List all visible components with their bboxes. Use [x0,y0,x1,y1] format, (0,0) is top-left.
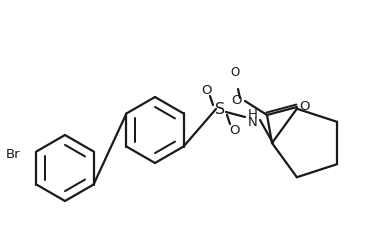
Text: O: O [201,83,211,97]
Text: Br: Br [6,148,20,161]
Text: O: O [232,94,242,108]
Text: O: O [300,101,310,113]
Text: S: S [215,103,225,117]
Text: O: O [230,67,240,79]
Text: O: O [229,123,239,137]
Text: H: H [248,108,258,120]
Text: N: N [248,116,258,130]
